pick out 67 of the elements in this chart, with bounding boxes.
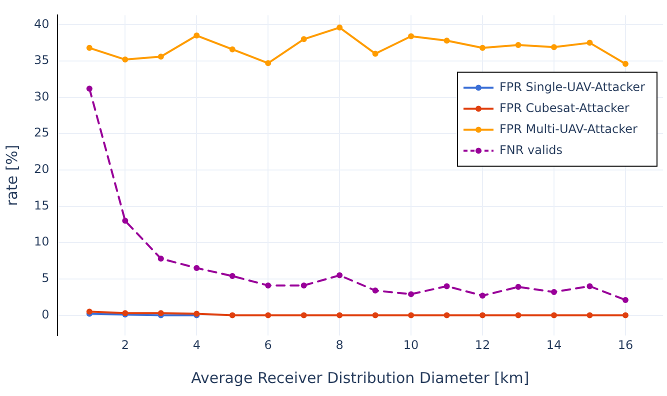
point xyxy=(300,282,307,288)
point xyxy=(300,36,307,42)
point xyxy=(551,312,558,318)
y-tick-label: 15 xyxy=(34,198,50,212)
point xyxy=(265,312,272,318)
point xyxy=(229,273,236,280)
y-tick-label: 30 xyxy=(34,89,50,104)
point xyxy=(372,288,378,294)
point xyxy=(265,60,272,66)
y-tick-label: 25 xyxy=(34,126,50,140)
point xyxy=(551,44,558,50)
x-tick-label: 6 xyxy=(264,338,272,352)
x-tick-label: 2 xyxy=(121,338,129,352)
point xyxy=(122,56,128,63)
point xyxy=(408,33,414,40)
point xyxy=(622,312,628,318)
y-tick-label: 35 xyxy=(34,53,50,68)
point xyxy=(122,218,128,224)
point xyxy=(336,272,343,278)
point xyxy=(515,42,522,48)
point xyxy=(86,44,92,51)
x-tick-label: 12 xyxy=(474,338,490,352)
point xyxy=(300,312,307,318)
point xyxy=(480,312,486,318)
point xyxy=(372,312,378,318)
point xyxy=(336,312,343,318)
point xyxy=(622,297,628,303)
legend-label: FPR Cubesat-Attacker xyxy=(499,100,630,115)
point xyxy=(480,44,486,51)
point xyxy=(515,284,522,290)
point xyxy=(622,60,628,67)
point xyxy=(86,86,92,92)
point xyxy=(586,40,593,46)
y-tick-label: 20 xyxy=(34,162,50,176)
point xyxy=(444,283,450,290)
point xyxy=(444,38,450,44)
x-axis-title: Average Receiver Distribution Diameter [km] xyxy=(191,368,530,387)
point xyxy=(194,32,200,39)
y-tick-label: 10 xyxy=(34,234,50,249)
point xyxy=(408,312,414,318)
point xyxy=(229,312,236,318)
legend-label: FPR Multi-UAV-Attacker xyxy=(499,122,638,136)
point xyxy=(229,46,236,52)
point xyxy=(515,312,522,318)
y-tick-label: 5 xyxy=(42,271,50,286)
point xyxy=(586,312,593,318)
point xyxy=(194,265,200,272)
point xyxy=(336,24,343,31)
point xyxy=(551,289,558,296)
point xyxy=(444,312,450,318)
y-axis-title: rate [%] xyxy=(2,144,21,206)
point xyxy=(158,256,164,262)
legend-label: FPR Single-UAV-Attacker xyxy=(499,80,646,94)
legend-label: FNR valids xyxy=(499,142,563,157)
point xyxy=(408,291,414,298)
point xyxy=(158,54,164,60)
y-tick-label: 40 xyxy=(34,16,50,31)
point xyxy=(372,50,378,57)
y-tick-label: 0 xyxy=(42,307,50,322)
x-tick-label: 8 xyxy=(336,338,344,352)
point xyxy=(586,283,593,290)
x-tick-label: 14 xyxy=(546,338,562,352)
point xyxy=(480,292,486,299)
point xyxy=(265,282,272,288)
x-tick-label: 10 xyxy=(403,338,419,352)
x-tick-label: 4 xyxy=(192,338,200,352)
x-tick-label: 16 xyxy=(618,338,634,352)
